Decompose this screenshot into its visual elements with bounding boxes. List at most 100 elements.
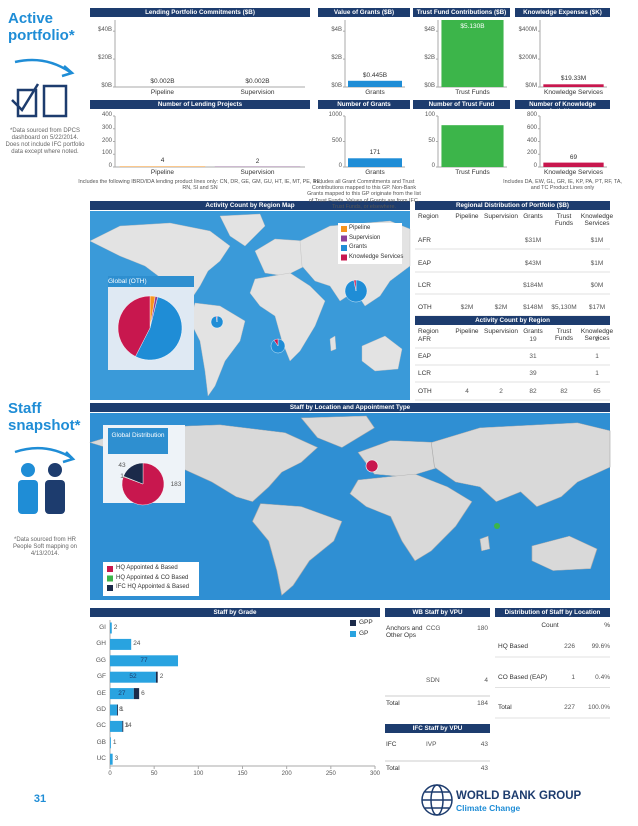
table-cell: 0.4% (595, 673, 610, 681)
value-label: $19.33M (560, 75, 587, 83)
portfolio-icon (11, 58, 75, 118)
legend-label: Supervision (349, 234, 381, 241)
y-tick-label: 0 (533, 163, 537, 169)
x-tick-label: 200 (281, 771, 292, 777)
y-tick-label: 1000 (328, 112, 342, 118)
value-label: 6 (141, 689, 145, 697)
pie-slice (117, 295, 151, 357)
legend-label: IFC HQ Appointed & Based (116, 584, 190, 590)
value-label: 2 (113, 624, 118, 631)
table-cell: LCR (418, 282, 432, 289)
y-tick-label: $20B (97, 55, 112, 62)
bar (441, 125, 504, 167)
location-marker (365, 459, 379, 473)
header-bar (495, 608, 610, 617)
y-tick-label: 200 (101, 137, 112, 144)
table-cell: $5,130M (551, 304, 577, 311)
header-title: Distribution of Staff by Location (504, 609, 601, 616)
value-label: 14 (124, 722, 132, 730)
value-label: 27 (118, 689, 126, 697)
x-tick-label: Pipeline (150, 89, 175, 96)
bar (155, 671, 158, 683)
legend-box (103, 562, 199, 596)
y-tick-label: GI (99, 624, 106, 631)
table-cell: $43M (524, 260, 542, 267)
legend-swatch (341, 226, 347, 232)
table-cell: IVP (426, 741, 437, 748)
table-cell: $2M (460, 304, 474, 311)
y-tick-label: $0B (101, 83, 112, 89)
y-tick-label: $2B (424, 55, 435, 62)
logo-name: WORLD BANK GROUP (456, 790, 582, 802)
bar (543, 84, 604, 87)
value-label: 171 (369, 149, 381, 157)
pie-title-bar (108, 428, 168, 454)
y-tick-label: 400 (101, 112, 112, 118)
bar (110, 753, 113, 765)
y-tick-label: 400 (526, 137, 537, 144)
staff-icon (14, 446, 76, 514)
table-cell: 43 (480, 765, 488, 772)
table-cell: HQ Based (498, 643, 528, 650)
table-cell: 100.0% (587, 704, 610, 711)
legend-swatch (107, 575, 113, 582)
bar (110, 655, 179, 667)
table-cell: 31 (529, 353, 537, 360)
header-title: Value of Grants ($B) (333, 9, 395, 16)
header-title: Staff by Location and Appointment Type (289, 404, 411, 411)
header-title: Staff by Grade (213, 609, 257, 616)
header-title: Lending Portfolio Commitments ($B) (145, 9, 255, 16)
legend-label: GPP (359, 619, 373, 626)
header-bar (385, 724, 490, 733)
value-label: 1 (119, 706, 124, 713)
table-cell: 2 (499, 388, 503, 395)
header-bar (515, 8, 610, 17)
legend-label: GP (359, 630, 369, 637)
table-cell: 227 (564, 704, 575, 711)
header-bar (415, 201, 610, 210)
header-bar (515, 100, 610, 109)
y-tick-label: 300 (101, 124, 112, 131)
bar (133, 688, 140, 700)
header-bar (413, 100, 510, 109)
header-bar (318, 8, 410, 17)
value-label: 8 (119, 706, 123, 713)
table-cell: 82 (560, 388, 568, 395)
value-label: 1 (112, 738, 117, 746)
y-tick-label: $4B (424, 27, 435, 34)
header-bar (90, 8, 310, 17)
pie-value-label: 1 (120, 473, 124, 480)
pie-value-label: 43 (118, 462, 126, 469)
table-cell: 184 (477, 700, 488, 707)
global-label-bar (108, 276, 194, 287)
header-bar (90, 201, 410, 210)
pie-slice (135, 296, 183, 361)
header-title: Activity Count by Region Map (205, 202, 295, 209)
x-tick-label: 50 (150, 771, 158, 777)
table-cell: 4 (465, 388, 469, 395)
bar (122, 720, 124, 732)
value-label: $0.002B (245, 77, 270, 85)
value-label: 52 (129, 673, 137, 681)
value-label: $5.130B (460, 23, 485, 30)
header-title: IFC Staff by VPU (412, 725, 463, 732)
y-tick-label: $200M (518, 55, 537, 62)
header-title: Trust Fund Contributions ($B) (416, 9, 507, 16)
y-tick-label: GH (96, 640, 106, 648)
table-cell: CO Based (EAP) (498, 673, 548, 681)
table-cell: Total (386, 700, 400, 707)
x-tick-label: Trust Funds (455, 89, 490, 96)
y-tick-label: GF (96, 673, 106, 681)
table-cell: $184M (523, 282, 543, 289)
header-title: Number of Trust Fund (428, 101, 495, 108)
y-tick-label: 50 (428, 137, 435, 144)
header-bar (318, 100, 410, 109)
header-bar (90, 403, 610, 412)
table-cell: EAP (418, 353, 432, 360)
y-tick-label: GE (96, 689, 106, 697)
x-tick-label: Pipeline (150, 169, 175, 176)
y-tick-label: 100 (424, 112, 435, 118)
x-tick-label: Supervision (240, 89, 275, 96)
value-label: 2 (159, 673, 164, 681)
